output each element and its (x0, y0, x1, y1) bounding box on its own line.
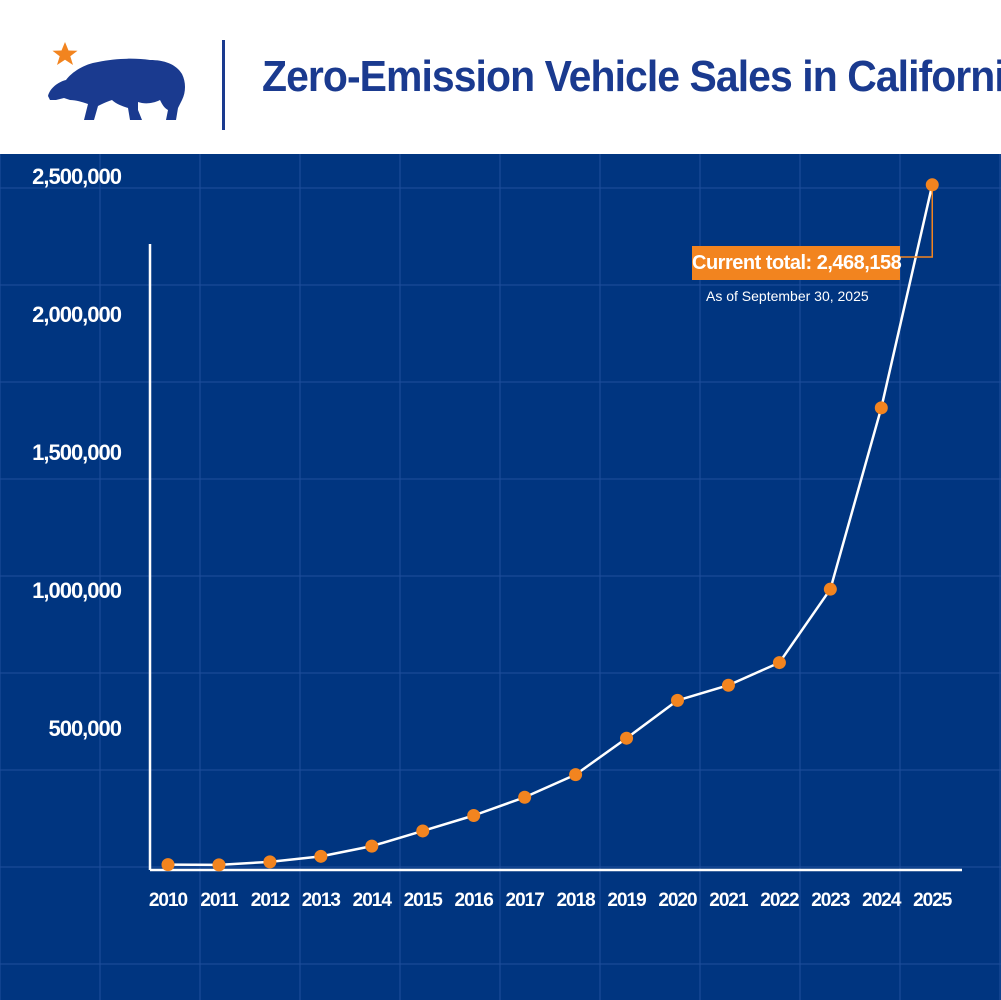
grid (0, 154, 1001, 1000)
current-total-label: Current total: 2,468,158 (692, 252, 902, 274)
x-tick-label: 2014 (353, 890, 393, 911)
data-point (772, 656, 786, 670)
line-chart: 500,000 1,000,000 1,500,000 2,000,000 2,500,… (0, 154, 1001, 1000)
current-total-callout: Current total: 2,468,158 (692, 246, 902, 280)
data-point (212, 858, 226, 872)
x-tick-label: 2010 (149, 890, 188, 911)
data-point (671, 693, 684, 707)
data-point (721, 678, 735, 692)
data-point (416, 824, 430, 838)
x-tick-label: 2025 (913, 890, 953, 911)
x-tick-label: 2018 (556, 890, 595, 911)
data-point (467, 808, 481, 822)
data-point (161, 858, 175, 872)
y-tick-label: 500,000 (48, 716, 121, 741)
data-point (365, 839, 379, 853)
data-point (314, 849, 328, 863)
x-tick-label: 2024 (862, 890, 902, 911)
x-tick-label: 2011 (200, 890, 239, 911)
data-point (569, 768, 583, 782)
x-tick-label: 2022 (760, 890, 799, 911)
x-tick-label: 2019 (607, 890, 646, 911)
y-tick-label: 2,500,000 (32, 164, 122, 189)
callout-leader (900, 184, 933, 258)
data-point (518, 790, 532, 804)
y-tick-label: 2,000,000 (32, 302, 122, 327)
data-point (263, 855, 277, 869)
y-axis-ticks: 500,000 1,000,000 1,500,000 2,000,000 2,500,… (32, 164, 123, 741)
x-tick-label: 2016 (455, 890, 494, 911)
page-title: Zero-Emission Vehicle Sales in Californi… (262, 52, 1001, 101)
x-tick-label: 2012 (251, 890, 290, 911)
data-point (823, 582, 837, 596)
series-line (167, 184, 934, 867)
header: Zero-Emission Vehicle Sales in Californi… (0, 0, 1001, 154)
data-point (874, 401, 888, 415)
x-tick-label: 2013 (302, 890, 341, 911)
y-tick-label: 1,500,000 (32, 440, 122, 465)
x-tick-label: 2023 (811, 890, 850, 911)
bear-icon (48, 58, 185, 120)
x-axis-ticks: 2010 2011 2012 2013 2014 2015 2016 2017 2018 2019… (149, 890, 954, 911)
star-icon (52, 42, 78, 65)
x-tick-label: 2015 (404, 890, 444, 911)
callout-leader-line (900, 184, 933, 258)
series (161, 178, 939, 872)
as-of-date-label: As of September 30, 2025 (706, 288, 869, 304)
y-tick-label: 1,000,000 (32, 578, 122, 603)
x-tick-label: 2017 (506, 890, 545, 911)
california-bear-logo-icon (48, 42, 185, 120)
axes (148, 244, 962, 872)
chart-area: 500,000 1,000,000 1,500,000 2,000,000 2,500,… (0, 154, 1001, 1000)
x-tick-label: 2020 (658, 890, 697, 911)
x-tick-label: 2021 (709, 890, 749, 911)
data-point (620, 731, 634, 745)
header-divider (222, 40, 225, 130)
